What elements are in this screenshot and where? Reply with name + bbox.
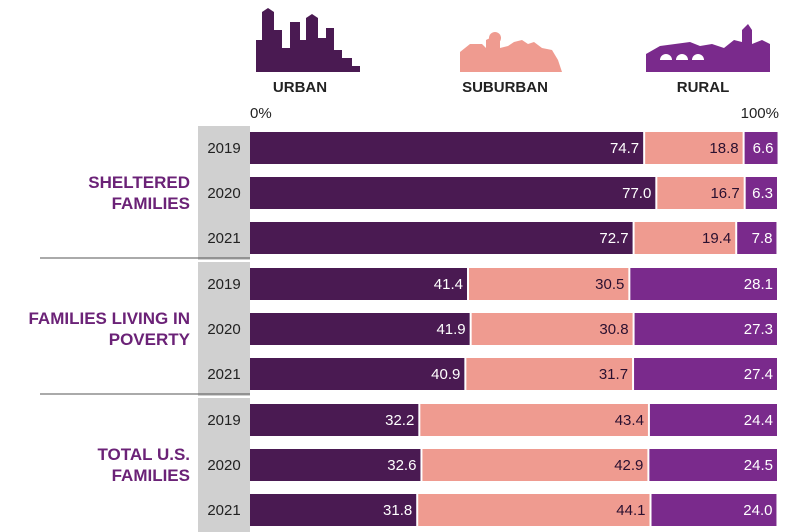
- series-label: URBAN: [273, 79, 327, 96]
- value-label: 31.7: [599, 366, 628, 383]
- year-label: 2021: [207, 502, 240, 519]
- value-label: 27.3: [744, 321, 773, 338]
- x-tick-label: 100%: [741, 105, 779, 122]
- suburban-icon: [460, 36, 562, 72]
- value-label: 44.1: [616, 502, 645, 519]
- value-label: 31.8: [383, 502, 412, 519]
- year-label: 2019: [207, 276, 240, 293]
- value-label: 74.7: [610, 140, 639, 157]
- value-label: 32.2: [385, 412, 414, 429]
- value-label: 30.5: [595, 276, 624, 293]
- value-label: 41.9: [436, 321, 465, 338]
- value-label: 28.1: [744, 276, 773, 293]
- group-label: SHELTERED FAMILIES: [25, 172, 190, 214]
- value-label: 40.9: [431, 366, 460, 383]
- year-label: 2020: [207, 321, 240, 338]
- value-label: 24.0: [743, 502, 772, 519]
- rural-icon: [646, 24, 770, 72]
- series-label: SUBURBAN: [462, 79, 548, 96]
- bar-segment: [250, 177, 655, 209]
- value-label: 77.0: [622, 185, 651, 202]
- value-label: 42.9: [614, 457, 643, 474]
- urban-icon: [256, 8, 360, 72]
- year-label: 2020: [207, 185, 240, 202]
- value-label: 7.8: [752, 230, 773, 247]
- year-label: 2019: [207, 140, 240, 157]
- year-label: 2019: [207, 412, 240, 429]
- value-label: 19.4: [702, 230, 731, 247]
- group-label: FAMILIES LIVING IN POVERTY: [25, 308, 190, 350]
- value-label: 43.4: [615, 412, 644, 429]
- x-tick-label: 0%: [250, 105, 272, 122]
- rural-icon-arches: [660, 54, 704, 60]
- value-label: 24.5: [744, 457, 773, 474]
- bar-segment: [250, 132, 643, 164]
- year-label: 2020: [207, 457, 240, 474]
- chart-page: URBAN SUBURBAN RURAL 0% 100% 2019 74.7 18.8 6.6 2…: [0, 0, 793, 532]
- year-label: 2021: [207, 230, 240, 247]
- group-label: TOTAL U.S. FAMILIES: [25, 444, 190, 486]
- value-label: 24.4: [744, 412, 773, 429]
- value-label: 6.6: [753, 140, 774, 157]
- value-label: 18.8: [709, 140, 738, 157]
- value-label: 72.7: [599, 230, 628, 247]
- series-label: RURAL: [677, 79, 730, 96]
- value-label: 16.7: [710, 185, 739, 202]
- year-label: 2021: [207, 366, 240, 383]
- value-label: 27.4: [744, 366, 773, 383]
- bar-segment: [250, 222, 633, 254]
- bar-segment: [418, 494, 649, 526]
- value-label: 6.3: [752, 185, 773, 202]
- suburban-icon-tree: [489, 32, 501, 44]
- value-label: 30.8: [599, 321, 628, 338]
- value-label: 32.6: [387, 457, 416, 474]
- value-label: 41.4: [434, 276, 463, 293]
